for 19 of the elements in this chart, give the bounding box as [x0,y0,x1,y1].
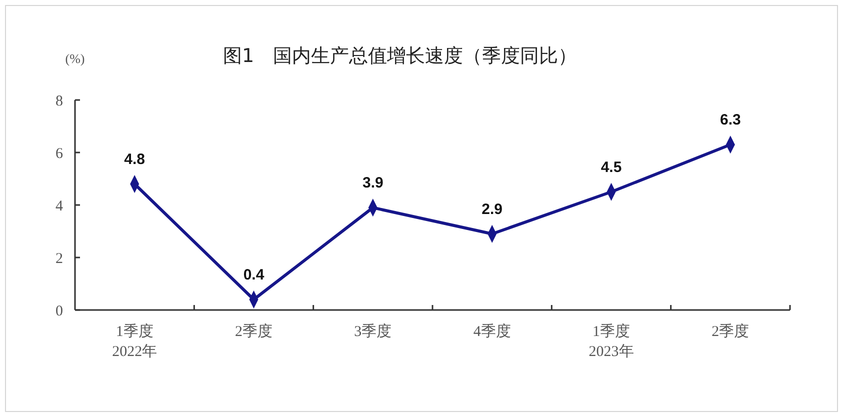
x-tick-label: 3季度 [354,323,392,340]
y-tick-label: 8 [56,93,63,110]
x-tick-label: 2季度 [712,323,750,340]
y-tick-label: 2 [56,250,63,267]
data-label: 0.4 [243,266,265,284]
data-label: 4.5 [600,158,622,176]
x-tick-label: 1季度 2022年 [112,323,158,360]
data-label: 4.8 [124,151,146,168]
y-tick-label: 6 [56,146,64,162]
data-label: 2.9 [482,200,503,218]
data-label: 3.9 [362,174,384,192]
x-tick-label: 1季度 2023年 [588,323,634,360]
x-tick-label: 2季度 [235,323,272,340]
y-tick-label: 0 [56,303,63,320]
y-tick-label: 4 [56,198,64,214]
x-tick-label: 4季度 [473,323,511,340]
data-label: 6.3 [720,112,741,129]
chart-title: 图1 国内生产总值增长速度（季度同比） [222,45,578,67]
y-axis-title: (%) [65,51,85,66]
